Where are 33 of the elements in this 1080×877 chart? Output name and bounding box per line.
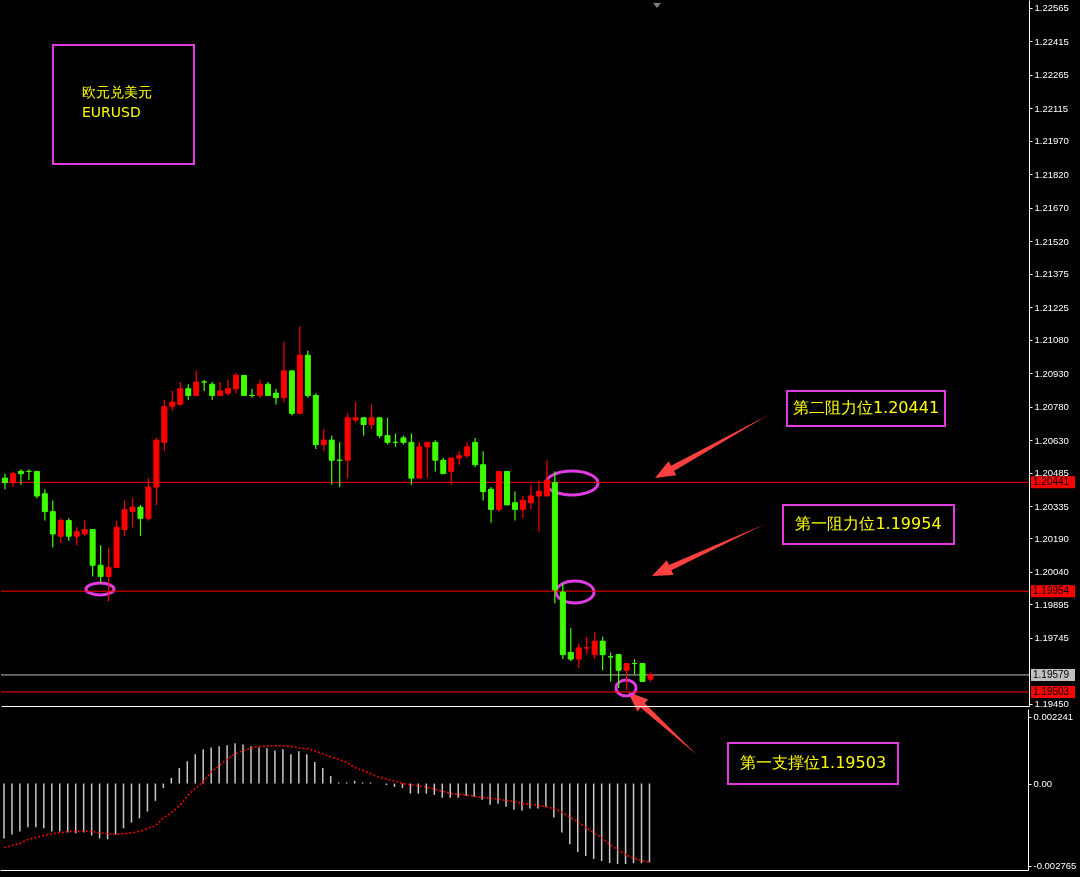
y-tick-label: 1.21970 xyxy=(1034,135,1069,147)
y-tick-label: 1.22265 xyxy=(1034,69,1069,81)
y-tick-label: 1.20630 xyxy=(1034,434,1069,446)
y-tick-label: 1.20040 xyxy=(1034,566,1069,578)
y-tick-label: 1.21080 xyxy=(1034,334,1069,346)
y-tick-label: -0.002765 xyxy=(1033,860,1077,872)
y-tick-label: 1.21225 xyxy=(1034,301,1069,313)
text: 欧元兑美元 xyxy=(82,83,153,102)
y-tick-label: 1.20780 xyxy=(1034,401,1069,413)
y-tick-label: 1.22565 xyxy=(1034,2,1069,14)
annotation: 第一阻力位1.19954 xyxy=(782,504,955,545)
y-tick-label: 1.19450 xyxy=(1034,698,1069,710)
ref-line-label: 1.19954 xyxy=(1033,585,1070,597)
y-tick-label: 1.21520 xyxy=(1034,235,1069,247)
y-tick-label: 0.002241 xyxy=(1033,711,1074,723)
ref-line-label: 1.20441 xyxy=(1033,476,1070,488)
y-tick-label: 1.19895 xyxy=(1034,598,1069,610)
y-tick-label: 1.20930 xyxy=(1034,367,1069,379)
y-tick-label: 1.19745 xyxy=(1034,632,1069,644)
ref-line-label: 1.19503 xyxy=(1033,685,1070,697)
y-tick-label: 1.22415 xyxy=(1034,35,1069,47)
y-tick-label: 1.20335 xyxy=(1034,500,1069,512)
ref-line-label: 1.19579 xyxy=(1033,668,1070,680)
text: EURUSD xyxy=(82,103,142,122)
annotation: 第二阻力位1.20441 xyxy=(786,390,946,427)
annotation: 第一支撑位1.19503 xyxy=(727,742,899,785)
y-tick-label: 0.00 xyxy=(1033,778,1052,790)
y-tick-label: 1.20190 xyxy=(1034,532,1069,544)
y-tick-label: 1.20485 xyxy=(1034,467,1069,479)
y-tick-label: 1.21820 xyxy=(1034,168,1069,180)
y-tick-label: 1.21375 xyxy=(1034,268,1069,280)
y-tick-label: 1.22115 xyxy=(1034,102,1069,114)
y-tick-label: 1.21670 xyxy=(1034,202,1069,214)
